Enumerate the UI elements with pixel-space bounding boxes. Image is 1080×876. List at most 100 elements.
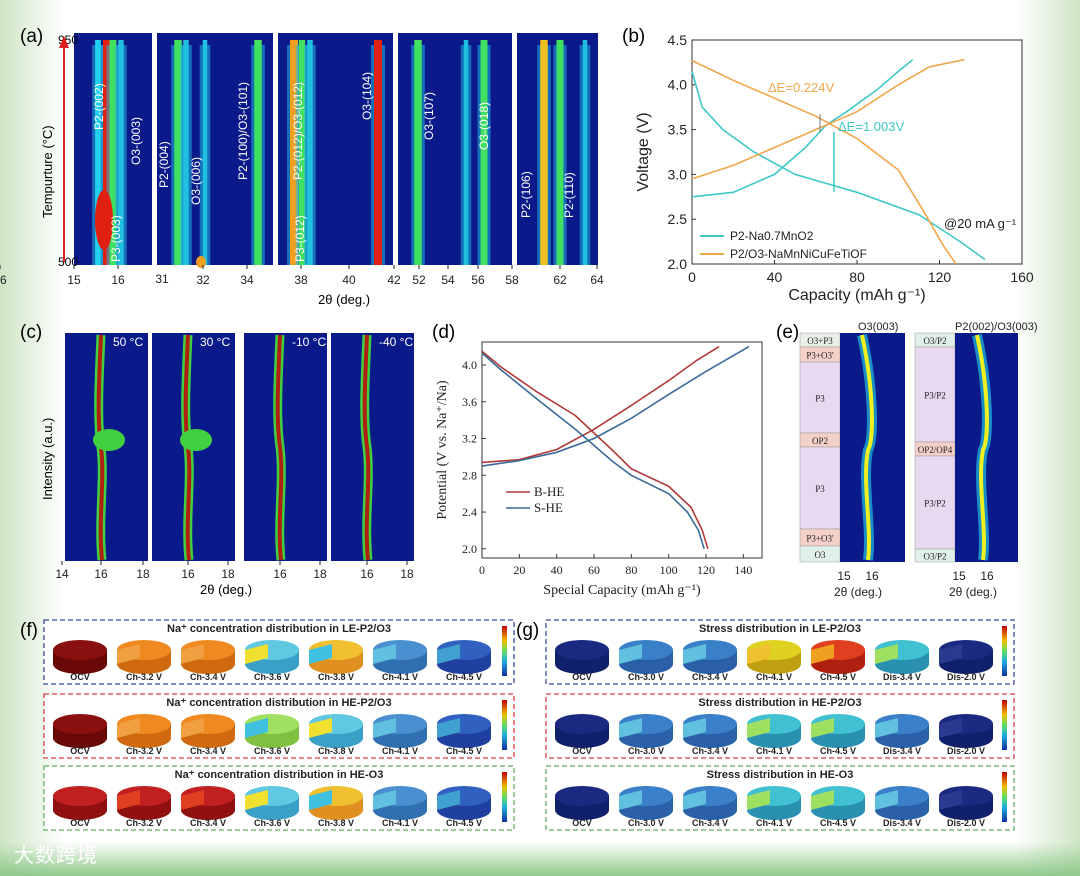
panel-c-ylabel: Intensity (a.u.): [40, 418, 55, 500]
panel-a-streak: [414, 40, 422, 265]
disc-cutaway: [117, 644, 140, 664]
disc-cutaway: [811, 644, 834, 664]
disc-label: Ch-4.5 V: [446, 672, 482, 682]
y-tick-label: 3.2: [462, 432, 477, 446]
panel-f-label: (f): [20, 620, 38, 641]
disc-label: Ch-3.4 V: [190, 672, 226, 682]
disc-cutaway: [117, 718, 140, 738]
panel-a-peak-label: O3-(006): [189, 157, 203, 205]
x-tick-label: 80: [625, 563, 637, 577]
panel-a-segment-gap: [393, 33, 398, 265]
disc-cutaway: [747, 644, 770, 664]
panel-b-label: (b): [622, 26, 645, 47]
disc-cutaway: [683, 790, 706, 810]
panel-c-peak: [275, 334, 284, 561]
panel-c-xtick: 16: [181, 567, 195, 581]
panel-e-xtick: 15: [837, 569, 851, 583]
panel-a-streak: [307, 40, 313, 265]
disc-label: Ch-3.4 V: [692, 818, 728, 828]
series-line-p2-na0-7mno2-discharge: [691, 71, 986, 261]
disc-colorbar: [502, 772, 507, 822]
panel-c-xtick: 16: [273, 567, 287, 581]
panel-c-xlabel: 2θ (deg.): [200, 582, 252, 597]
panel-c-transition-blob: [93, 429, 125, 451]
disc-label: Ch-3.0 V: [628, 672, 664, 682]
disc-label: Ch-3.6 V: [254, 746, 290, 756]
panel-e-title: O3(003): [858, 321, 898, 333]
legend-label: P2-Na0.7MnO2: [730, 229, 814, 243]
disc-label: Ch-4.5 V: [446, 746, 482, 756]
y-tick-label: 2.5: [668, 211, 688, 227]
disc-label: Ch-3.4 V: [190, 746, 226, 756]
panel-e-phase-band: [799, 446, 841, 530]
disc-label: Ch-3.4 V: [190, 818, 226, 828]
disc-label: OCV: [70, 746, 90, 756]
disc-label: Ch-3.2 V: [126, 746, 162, 756]
panel-e-phase-label: O3/P2: [923, 336, 946, 346]
disc-cutaway: [875, 790, 898, 810]
panel-a-ybottom: 500: [58, 255, 78, 269]
disc-cutaway: [373, 718, 396, 738]
disc-label: Dis-3.4 V: [883, 818, 921, 828]
delta-e-annotation: ΔE=1.003V: [838, 119, 904, 134]
disc-label: Ch-4.5 V: [446, 818, 482, 828]
watermark: 大数跨境: [14, 843, 98, 867]
series-line-b-he-discharge: [481, 350, 709, 550]
disc-cutaway: [245, 644, 268, 664]
disc-label: OCV: [572, 746, 592, 756]
panel-c-xtick: 16: [360, 567, 374, 581]
disc-cutaway: [811, 718, 834, 738]
disc-label: Ch-3.4 V: [692, 746, 728, 756]
x-tick-label: 160: [1010, 269, 1034, 285]
watermark-band: [0, 842, 1080, 876]
panel-e-xlabel: 2θ (deg.): [834, 585, 882, 599]
panel-c-temperature: 50 °C: [113, 335, 143, 349]
panel-a-streak: [95, 40, 101, 265]
disc-cutaway: [619, 790, 642, 810]
disc-cutaway: [245, 790, 268, 810]
panel-e-peak: [860, 334, 874, 561]
panel-g-label: (g): [516, 620, 539, 641]
disc-top: [555, 786, 609, 806]
disc-label: Ch-4.1 V: [756, 818, 792, 828]
panel-a-streak: [480, 40, 488, 265]
disc-cutaway: [373, 644, 396, 664]
panel-a-heatmap-bg: [74, 33, 598, 265]
disc-label: Dis-2.0 V: [947, 746, 985, 756]
panel-a-peak-label: P2-(002): [92, 83, 106, 130]
disc-row-title: Na⁺ concentration distribution in HE-P2/…: [166, 697, 391, 709]
panel-a-streak: [254, 40, 262, 265]
disc-label: Ch-3.6 V: [254, 672, 290, 682]
x-tick-label: 40: [551, 563, 563, 577]
panel-f: Na⁺ concentration distribution in LE-P2/…: [43, 619, 515, 831]
panel-e-xlabel: 2θ (deg.): [949, 585, 997, 599]
y-tick-label: 4.5: [668, 32, 688, 48]
panel-e-xtick: 16: [865, 569, 879, 583]
rate-annotation: @20 mA g⁻¹: [944, 216, 1017, 231]
disc-label: Ch-3.8 V: [318, 818, 354, 828]
panel-a-peak-label: O3-(104): [360, 72, 374, 120]
y-tick-label: 2.4: [462, 505, 477, 519]
panel-e-phase-label: P3/P2: [924, 391, 946, 401]
series-line-p2-o3-namnnicufetiof-charge: [691, 58, 965, 180]
x-tick-label: 120: [928, 269, 952, 285]
disc-cutaway: [437, 718, 460, 738]
panel-a-ylabel: Tempurture (°C): [40, 125, 55, 218]
series-line-b-he-charge: [481, 345, 720, 464]
panel-a-peak-label: P2-(012)/O3-(012): [291, 82, 305, 180]
x-tick-label: 140: [734, 563, 752, 577]
panel-a-peak-label: O3-(107): [422, 92, 436, 140]
panel-a-xtick: 31: [155, 272, 169, 286]
panel-c-xtick: 18: [313, 567, 327, 581]
disc-top: [53, 714, 107, 734]
disc-label: OCV: [70, 818, 90, 828]
y-tick-label: 2.0: [668, 256, 688, 272]
x-tick-label: 0: [688, 269, 696, 285]
panel-a-xtick: 64: [590, 273, 604, 287]
panel-e-phase-label: OP2: [812, 436, 828, 446]
panel-a-xtick: 36: [0, 273, 7, 287]
panel-a-streak: [463, 40, 469, 265]
disc-label: Ch-3.8 V: [318, 746, 354, 756]
x-tick-label: 100: [660, 563, 678, 577]
disc-top: [555, 640, 609, 660]
